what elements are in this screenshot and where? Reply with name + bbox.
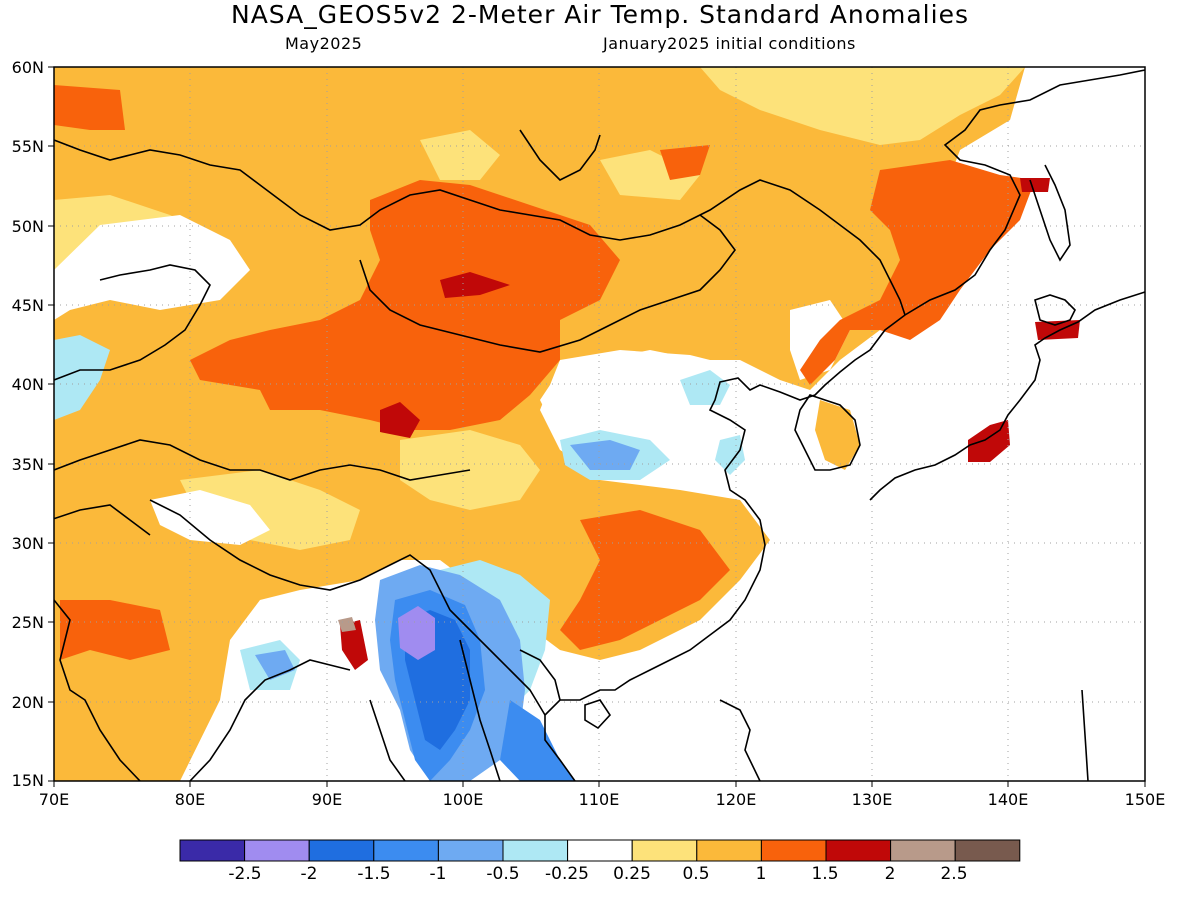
colorbar-label: -1 — [429, 864, 447, 884]
axis-ticks — [48, 66, 1146, 787]
lat-label: 20N — [11, 693, 44, 712]
colorbar-swatch — [631, 839, 698, 862]
colorbar-label: -1.5 — [357, 864, 391, 884]
colorbar-label: 0.5 — [682, 864, 710, 884]
colorbar-swatch — [373, 839, 439, 862]
map-title: NASA_GEOS5v2 2-Meter Air Temp. Standard … — [231, 0, 969, 29]
colorbar-label: -2 — [300, 864, 318, 884]
colorbar-swatch — [567, 839, 633, 862]
coastlines-borders — [54, 69, 1145, 781]
colorbar-swatch — [502, 839, 569, 862]
lon-label: 90E — [311, 790, 343, 809]
lon-label: 120E — [715, 790, 757, 809]
colorbar-swatch — [825, 839, 892, 862]
lat-label: 60N — [11, 58, 44, 77]
colorbar-swatch — [244, 839, 310, 862]
colorbar-label: 1.5 — [811, 864, 839, 884]
colorbar-label: 1 — [755, 864, 767, 884]
colorbar-swatch — [696, 839, 762, 862]
colorbar-swatch — [954, 839, 1021, 862]
lon-label: 100E — [442, 790, 484, 809]
lat-label: 55N — [11, 137, 44, 156]
lon-label: 140E — [987, 790, 1029, 809]
lon-label: 80E — [174, 790, 206, 809]
initial-conditions: January2025 initial conditions — [603, 34, 856, 53]
lat-label: 50N — [11, 217, 44, 236]
colorbar — [179, 839, 1021, 862]
colorbar-label: 0.25 — [613, 864, 651, 884]
colorbar-label: -0.25 — [545, 864, 589, 884]
colorbar-label: -2.5 — [228, 864, 262, 884]
lon-label: 110E — [578, 790, 620, 809]
lat-label: 35N — [11, 455, 44, 474]
lon-label: 130E — [851, 790, 893, 809]
colorbar-label: 2 — [884, 864, 896, 884]
colorbar-swatch — [760, 839, 827, 862]
lat-label: 40N — [11, 375, 44, 394]
anomaly-field — [54, 67, 1145, 781]
colorbar-swatch — [179, 839, 246, 862]
lat-label: 25N — [11, 613, 44, 632]
lat-label: 15N — [11, 771, 44, 790]
colorbar-swatch — [308, 839, 375, 862]
forecast-month: May2025 — [285, 34, 363, 53]
lon-label: 70E — [38, 790, 70, 809]
colorbar-label: -0.5 — [486, 864, 520, 884]
lon-label: 150E — [1124, 790, 1166, 809]
lat-label: 30N — [11, 534, 44, 553]
grid-lines — [54, 67, 1145, 781]
colorbar-label: 2.5 — [940, 864, 968, 884]
lat-label: 45N — [11, 296, 44, 315]
colorbar-swatch — [890, 839, 956, 862]
colorbar-swatch — [437, 839, 504, 862]
